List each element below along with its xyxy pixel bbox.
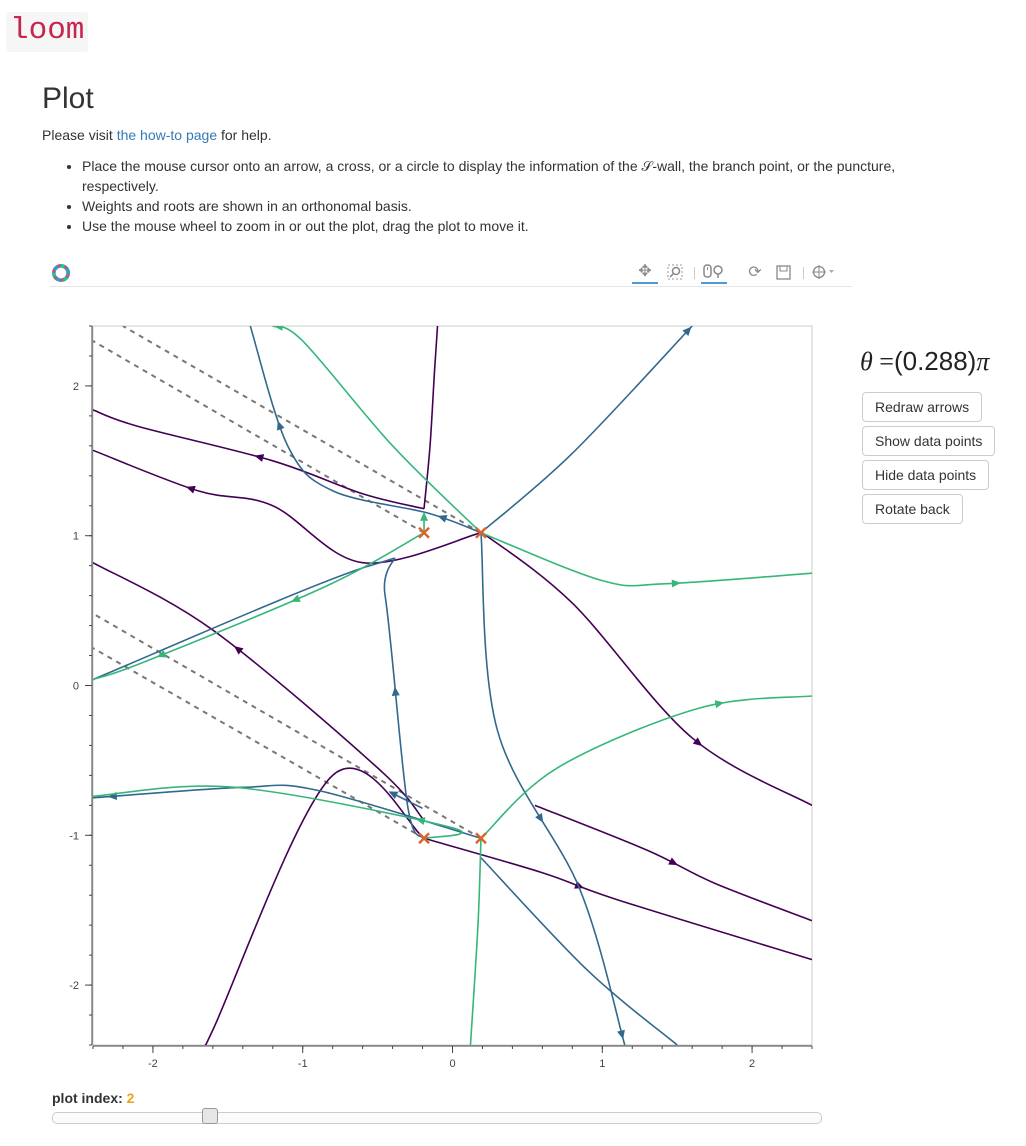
x-tick-label: 2 xyxy=(749,1058,755,1070)
wheel-zoom-icon[interactable] xyxy=(701,260,727,284)
wall-12 xyxy=(93,784,482,840)
plot-lines xyxy=(93,326,812,1058)
plot-toolbar: ✥ ⟳ xyxy=(50,258,852,287)
help-prefix: Please visit xyxy=(42,127,117,143)
y-tick-label: 1 xyxy=(73,531,79,543)
slider-handle[interactable] xyxy=(202,1108,219,1124)
y-tick-label: 2 xyxy=(73,381,79,393)
wall-2-arrow-0 xyxy=(185,485,196,494)
wall-14-arrow-0 xyxy=(290,594,301,602)
redraw-arrows-button[interactable]: Redraw arrows xyxy=(862,392,983,422)
x-tick-label: 1 xyxy=(599,1058,605,1070)
plot-frame xyxy=(92,325,813,1046)
branch-point-cross-2 xyxy=(418,832,430,845)
y-tick-label: 0 xyxy=(73,681,79,693)
slider-label-text: plot index: xyxy=(52,1090,127,1106)
x-tick-label: -2 xyxy=(148,1058,158,1070)
wall-11-arrow-0 xyxy=(391,686,400,696)
wall-2 xyxy=(93,449,482,564)
x-tick-label: 0 xyxy=(449,1058,455,1070)
help-text: Please visit the how-to page for help. xyxy=(42,126,272,144)
wall-10-arrow-0 xyxy=(535,813,544,823)
wall-19 xyxy=(480,695,812,839)
wall-11 xyxy=(93,557,425,839)
wall-18 xyxy=(93,785,463,840)
cross-stroke-b xyxy=(475,526,487,539)
save-icon[interactable] xyxy=(770,260,796,284)
theta-readout: θ =(0.288)π xyxy=(860,346,989,377)
wall-5-arrow-0 xyxy=(197,1047,207,1058)
wall-15-arrow-0 xyxy=(420,511,429,521)
y-tick-label: -2 xyxy=(69,980,79,992)
wall-16 xyxy=(480,531,812,587)
theta-symbol: θ xyxy=(860,347,873,376)
wall-16-arrow-0 xyxy=(671,579,681,588)
wall-19-arrow-0 xyxy=(714,700,725,709)
wall-10 xyxy=(480,532,626,1045)
wall-5 xyxy=(204,767,425,1045)
bokeh-logo-icon[interactable] xyxy=(52,264,70,282)
slider-value: 2 xyxy=(126,1090,135,1106)
brand-logo[interactable]: loom xyxy=(6,12,89,52)
wall-8-arrow-1 xyxy=(277,420,285,431)
y-tick-label: -1 xyxy=(69,830,79,842)
box-zoom-icon[interactable] xyxy=(662,260,688,284)
wall-0-arrow-0 xyxy=(254,454,265,462)
wall-13 xyxy=(480,857,678,1045)
wall-7 xyxy=(534,804,812,922)
cross-stroke-b xyxy=(475,832,487,845)
branch-cut-3 xyxy=(93,612,482,840)
wall-9 xyxy=(480,326,693,534)
wall-8-arrow-0 xyxy=(437,515,448,523)
wall-7-arrow-0 xyxy=(668,857,679,866)
cross-stroke-b xyxy=(418,526,430,539)
branch-point-cross-3 xyxy=(475,832,487,845)
branch-point-cross-0 xyxy=(418,526,430,539)
wall-3 xyxy=(481,532,812,807)
how-to-link[interactable]: the how-to page xyxy=(116,127,218,143)
plot-index-slider[interactable] xyxy=(52,1112,822,1124)
help-suffix: for help. xyxy=(217,127,272,143)
branch-cut-1 xyxy=(122,326,482,534)
wall-21 xyxy=(392,792,423,810)
slider-label: plot index: 2 xyxy=(52,1090,134,1106)
rotate-back-button[interactable]: Rotate back xyxy=(862,494,963,524)
wall-0 xyxy=(93,409,425,510)
show-data-points-button[interactable]: Show data points xyxy=(862,426,996,456)
x-tick-label: -1 xyxy=(298,1058,308,1070)
wall-10-arrow-1 xyxy=(617,1029,625,1040)
branch-point-cross-1 xyxy=(475,526,487,539)
theta-value: (0.288) xyxy=(893,346,977,376)
page-title: Plot xyxy=(42,82,94,115)
wall-14-arrow-1 xyxy=(156,649,167,658)
wall-14 xyxy=(93,532,425,681)
hover-icon[interactable] xyxy=(808,260,838,284)
wall-9-arrow-0 xyxy=(682,326,692,336)
wall-21-arrow-0 xyxy=(388,791,399,799)
wall-17-arrow-0 xyxy=(273,326,283,331)
wall-18-arrow-0 xyxy=(415,817,426,825)
plot-canvas[interactable]: -2 -1 0 1 2 -2 -1 0 1 2 xyxy=(50,300,820,1080)
tip-hover: Place the mouse cursor onto an arrow, a … xyxy=(82,156,902,196)
reset-icon[interactable]: ⟳ xyxy=(748,264,762,281)
wall-3-arrow-0 xyxy=(692,737,703,747)
wall-4 xyxy=(93,561,425,821)
cross-stroke-b xyxy=(418,832,430,845)
theta-pi: π xyxy=(976,347,990,376)
branch-cut-2 xyxy=(93,647,425,840)
tip-basis: Weights and roots are shown in an orthon… xyxy=(82,196,902,216)
wall-20 xyxy=(469,838,482,1045)
hide-data-points-button[interactable]: Hide data points xyxy=(862,460,990,490)
pan-icon[interactable]: ✥ xyxy=(632,260,658,284)
wall-17 xyxy=(272,326,482,534)
theta-eq: = xyxy=(872,347,894,376)
wall-4-arrow-0 xyxy=(233,645,244,655)
tips-list: Place the mouse cursor onto an arrow, a … xyxy=(42,156,902,236)
tip-zoom: Use the mouse wheel to zoom in or out th… xyxy=(82,216,902,236)
